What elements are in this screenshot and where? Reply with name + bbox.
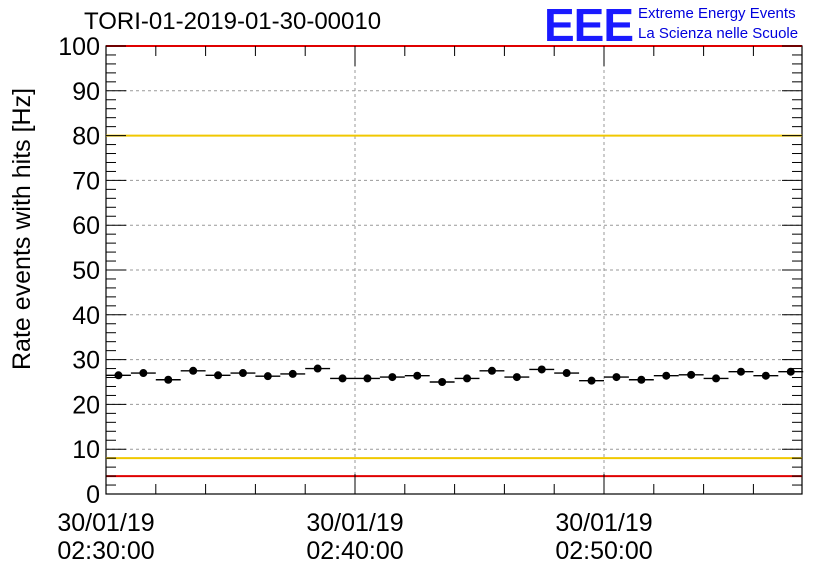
data-point [662,371,671,380]
y-tick-label: 60 [72,212,100,240]
chart-title: TORI-01-2019-01-30-00010 [84,8,382,35]
data-point [139,369,148,378]
data-point [736,367,745,376]
eee-logo: EEE Extreme Energy Events La Scienza nel… [544,0,834,51]
y-tick-label: 0 [86,481,100,509]
y-tick-labels: 0 10 20 30 40 50 60 70 80 90 100 [58,33,100,509]
data-point [637,375,646,384]
y-tick-label: 30 [72,347,100,375]
data-point [512,373,521,382]
logo-line-1: Extreme Energy Events [638,5,796,22]
data-point [438,378,447,386]
x-tick-label-date: 30/01/19 [555,509,652,537]
x-tick-label-time: 02:40:00 [306,537,403,565]
x-tick-labels: 30/01/1902:30:0030/01/1902:40:0030/01/19… [57,509,652,565]
x-tick-label-date: 30/01/19 [306,509,403,537]
data-point [263,372,272,381]
y-tick-label: 70 [72,167,100,195]
y-axis-label: Rate events with hits [Hz] [8,88,36,370]
x-tick-label-date: 30/01/19 [57,509,154,537]
data-point [687,370,696,379]
y-tick-label: 100 [58,33,100,61]
data-point [388,373,397,382]
data-point [338,374,347,383]
data-point [313,364,322,373]
data-point [413,371,422,380]
y-tick-label: 40 [72,302,100,330]
data-point [786,367,795,376]
data-point [114,371,123,380]
data-point [463,374,472,383]
data-points [106,364,804,386]
grid-lines [106,46,802,494]
x-tick-label-time: 02:30:00 [57,537,154,565]
y-tick-label: 10 [72,436,100,464]
data-point [164,375,173,384]
data-point [363,374,372,383]
data-point [562,369,571,378]
data-point [238,369,247,378]
x-tick-label-time: 02:50:00 [555,537,652,565]
data-point [288,369,297,378]
data-point [612,373,621,382]
y-tick-label: 50 [72,257,100,285]
axis-ticks [105,45,802,495]
logo-mark: EEE [544,0,634,51]
data-point [487,366,496,375]
data-point [761,371,770,380]
data-point [214,371,223,380]
y-tick-label: 20 [72,391,100,419]
logo-line-2: La Scienza nelle Scuole [638,25,799,42]
reference-lines [106,45,802,478]
data-point [587,376,596,385]
y-tick-label: 90 [72,78,100,106]
y-tick-label: 80 [72,123,100,151]
data-point [712,374,721,383]
data-point [189,366,198,375]
data-point [537,365,546,374]
